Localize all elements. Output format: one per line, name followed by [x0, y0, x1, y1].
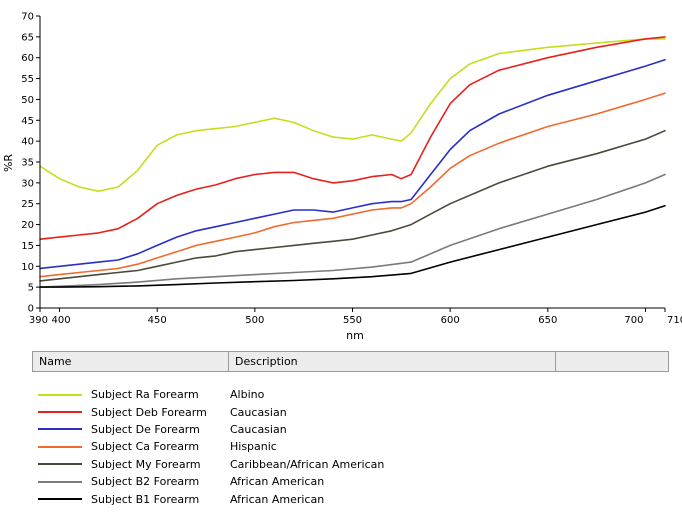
y-tick-label: 60 — [21, 53, 34, 64]
legend-table: Name Description Subject Ra Forearm Albin… — [32, 351, 669, 508]
y-tick-label: 40 — [21, 137, 34, 148]
x-tick-label: 600 — [441, 315, 460, 326]
x-tick-label: 710 — [667, 315, 682, 326]
column-header-name[interactable]: Name — [33, 352, 229, 371]
legend-series-description: Caucasian — [230, 405, 287, 419]
series-line-subject-my-forearm — [39, 129, 666, 282]
legend-series-description: Caribbean/African American — [230, 457, 385, 471]
y-tick-label: 10 — [21, 262, 34, 273]
series-line-subject-ra-forearm — [39, 38, 666, 192]
legend-row[interactable]: Subject B2 Forearm African American — [32, 473, 669, 490]
x-tick-label: 400 — [52, 315, 71, 326]
y-tick-label: 0 — [28, 304, 34, 315]
series-line-subject-b1-forearm — [39, 205, 666, 288]
y-tick-label: 65 — [21, 32, 34, 43]
legend-series-name: Subject B2 Forearm — [91, 475, 200, 489]
legend-header: Name Description — [32, 351, 669, 372]
y-tick-label: 5 — [28, 283, 34, 294]
y-tick-label: 30 — [21, 178, 34, 189]
y-axis-title: %R — [2, 154, 15, 172]
legend-series-description: Albino — [230, 388, 265, 402]
legend-swatch — [38, 411, 82, 414]
legend-swatch — [38, 393, 82, 396]
y-tick-label: 35 — [21, 158, 34, 169]
y-tick-label: 45 — [21, 116, 34, 127]
x-tick-label: 450 — [148, 315, 167, 326]
x-tick-label: 650 — [538, 315, 557, 326]
y-tick-label: 20 — [21, 220, 34, 231]
legend-row[interactable]: Subject My Forearm Caribbean/African Amer… — [32, 456, 669, 473]
legend-row[interactable]: Subject Ra Forearm Albino — [32, 386, 669, 403]
reflectance-chart: 0 5 10 15 20 25 30 35 40 45 50 55 60 65 70 390 400 450 500… — [2, 12, 682, 343]
legend-series-description: African American — [230, 492, 325, 506]
legend-series-name: Subject Ca Forearm — [91, 440, 200, 454]
legend-series-name: Subject De Forearm — [91, 422, 200, 436]
legend-series-name: Subject My Forearm — [91, 457, 201, 471]
legend-series-description: African American — [230, 475, 325, 489]
column-header-description[interactable]: Description — [229, 352, 556, 371]
series-line-subject-de-forearm — [39, 58, 666, 270]
legend-series-name: Subject B1 Forearm — [91, 492, 200, 506]
y-tick-label: 55 — [21, 74, 34, 85]
legend-swatch — [38, 463, 82, 466]
legend-swatch — [38, 480, 82, 483]
legend-series-description: Caucasian — [230, 422, 287, 436]
series-lines — [39, 36, 666, 288]
column-header-spacer — [556, 352, 668, 371]
y-tick-label: 50 — [21, 95, 34, 106]
legend-swatch — [38, 445, 82, 448]
y-tick-label: 25 — [21, 199, 34, 210]
x-tick-label: 700 — [624, 315, 643, 326]
legend-swatch — [38, 498, 82, 501]
legend-row[interactable]: Subject B1 Forearm African American — [32, 490, 669, 507]
legend-series-description: Hispanic — [230, 440, 277, 454]
legend-row[interactable]: Subject Ca Forearm Hispanic — [32, 438, 669, 455]
series-line-subject-b2-forearm — [39, 173, 666, 288]
legend-row[interactable]: Subject De Forearm Caucasian — [32, 421, 669, 438]
x-tick-label: 390 — [29, 315, 48, 326]
legend-series-name: Subject Ra Forearm — [91, 388, 199, 402]
legend-row[interactable]: Subject Deb Forearm Caucasian — [32, 403, 669, 420]
series-line-subject-deb-forearm — [39, 36, 666, 240]
legend-rows: Subject Ra Forearm Albino Subject Deb Fore… — [32, 386, 669, 508]
y-tick-label: 15 — [21, 241, 34, 252]
legend-swatch — [38, 428, 82, 431]
tick-labels: 0 5 10 15 20 25 30 35 40 45 50 55 60 65 70 390 400 450 500… — [21, 12, 682, 327]
axes — [36, 15, 666, 312]
x-axis-title: nm — [346, 329, 364, 342]
series-line-subject-ca-forearm — [39, 92, 666, 278]
x-tick-label: 550 — [343, 315, 362, 326]
x-tick-label: 500 — [245, 315, 264, 326]
y-tick-label: 70 — [21, 12, 34, 23]
legend-series-name: Subject Deb Forearm — [91, 405, 207, 419]
